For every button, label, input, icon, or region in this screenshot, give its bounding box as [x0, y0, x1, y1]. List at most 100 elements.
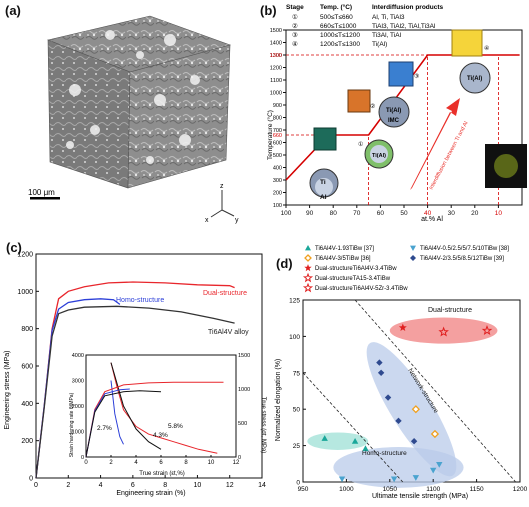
chart-legend: Ti6Al4V-1.93TiBw [37] Ti6Al4V-0.5/2.5/5/7…: [302, 245, 509, 293]
stage3-cube-image: [388, 61, 414, 87]
data-point-star: [304, 264, 312, 272]
table-temp-3: 1000≤T≤1200: [320, 32, 360, 39]
b-ytick-label: 700: [273, 128, 282, 134]
table-header-stage: Stage: [286, 4, 304, 11]
data-point-triangle-up: [362, 445, 369, 452]
d-xtick-label: 1150: [470, 486, 484, 493]
interdiffusion-arrow: [410, 98, 460, 190]
stage2-ti-al-label: Ti(Al): [372, 153, 386, 159]
d-xtick-label: 950: [298, 486, 309, 493]
table-products-3: Ti3Al, TiAl: [372, 32, 402, 39]
temperature-composition-chart: Stage Temp. (°C) Interdiffusion products…: [266, 3, 527, 223]
b-xtick-label: 80: [330, 210, 338, 217]
data-point-star-open: [302, 272, 314, 283]
panel-c-label: (c): [6, 240, 22, 255]
interdiffusion-text: Interdiffusion between Ti and Al: [428, 121, 469, 191]
scale-bar-label: 100 μm: [28, 188, 55, 197]
table-stage-4: ④: [292, 40, 298, 48]
stage-mark-3: ③: [414, 73, 419, 80]
data-point-diamond-open: [430, 429, 440, 439]
d-ytick-label: 75: [293, 370, 301, 377]
data-point-diamond: [384, 394, 392, 401]
inset-ytick-left-label: 4000: [72, 353, 84, 359]
c-xtick-label: 4: [99, 482, 103, 489]
inset-xtick-label: 10: [208, 460, 215, 466]
inset-xtick-label: 12: [233, 460, 240, 466]
legend-entry-label: Ti6Al4V-2/3.5/5/8.5/12TiBw [39]: [420, 256, 504, 262]
inset-ytick-right-label: 1500: [238, 353, 250, 359]
data-point-triangle-down: [338, 476, 346, 483]
stage-mark-4: ④: [484, 45, 489, 52]
d-xtick-label: 1100: [426, 486, 440, 493]
table-temp-1: 500≤T≤660: [320, 14, 353, 21]
d-ytick-label: 125: [289, 298, 300, 305]
d-ytick-label: 100: [289, 334, 300, 341]
table-products-1: Al, Ti, TiAl3: [372, 14, 405, 21]
inset-ytick-left-label: 0: [81, 455, 84, 461]
b-ytick-label: 800: [273, 116, 282, 122]
inset-xtick-label: 0: [84, 460, 88, 466]
c-xtick-label: 0: [34, 482, 38, 489]
d-xtick-label: 1050: [383, 486, 398, 493]
c-xtick-label: 14: [258, 482, 266, 489]
inset-annot-4-3: 4.3%: [153, 432, 168, 439]
c-xtick-label: 2: [66, 482, 70, 489]
stage-mark-2: ②: [370, 103, 375, 110]
b-ylabel: Temperature (°C): [266, 110, 274, 160]
data-point-star: [398, 323, 407, 331]
b-xtick-label: 70: [353, 210, 361, 217]
c-ytick-label: 200: [21, 438, 33, 445]
c-ytick-label: 600: [21, 364, 33, 371]
b-xtick-label: 90: [306, 210, 314, 217]
inset-ytick-right-label: 500: [238, 421, 247, 427]
stage4-sphere: [459, 62, 491, 94]
dual-structure-curve-label: Dual-structure: [203, 290, 247, 297]
b-ytick-label: 200: [273, 191, 282, 197]
legend-entry-label: Dual-structureTA15-3.4TiBw: [315, 276, 391, 282]
c-ylabel: Engineering stress (MPa): [4, 351, 11, 430]
b-ytick-label: 100: [273, 203, 282, 209]
inset-ylabel-left: Strain hardening rate θ(MPa): [69, 392, 75, 457]
data-point-triangle-up: [305, 245, 311, 251]
ti6al4v-curve-label: Ti6Al4V alloy: [208, 329, 249, 336]
data-point-diamond: [410, 255, 416, 261]
table-products-4: Ti(Al): [372, 41, 387, 48]
ti-label: Ti: [320, 179, 326, 186]
b-ytick-label: 600: [273, 141, 282, 147]
inset-ytick-left-label: 3000: [72, 379, 84, 385]
b-ytick-label: 500: [273, 153, 282, 159]
imc-label: IMC: [388, 118, 400, 124]
inset-hardening-curve: [110, 362, 162, 450]
panel-b-label: (b): [260, 3, 277, 18]
data-point-triangle-up: [351, 438, 359, 444]
inset-xlabel: True strain (εt,%): [139, 471, 184, 477]
b-xtick-label: 40: [424, 210, 432, 217]
inset-ytick-right-label: 1000: [238, 387, 250, 393]
inset-ytick-right-label: 0: [238, 455, 241, 461]
panel-d: (d) Ti6Al4V-1.93TiBw [37] Ti6Al4V-0.5/2.5…: [270, 240, 529, 502]
b-ytick-label: 900: [273, 103, 282, 109]
axis-letter-y: y: [235, 217, 239, 224]
b-xtick-label: 10: [495, 210, 503, 217]
region-teal: [307, 432, 369, 450]
dual-structure-region-label: Dual-structure: [428, 307, 472, 314]
table-temp-4: 1200≤T≤1300: [320, 41, 360, 48]
c-xtick-label: 8: [163, 482, 167, 489]
b-ytick-highlight-label: 660: [273, 133, 282, 139]
stage4-cube-image: [451, 29, 483, 57]
panel-a-label: (a): [5, 3, 21, 18]
table-stage-3: ③: [292, 31, 298, 39]
legend-entry-label: Dual-structureTi6Al4V-3.4TiBw: [315, 266, 397, 272]
c-ytick-label: 1000: [17, 289, 33, 296]
inset-annot-2-7: 2.7%: [97, 425, 112, 432]
legend-entry-label: Dual-structureTi6Al4V-5Zr-3.4TiBw: [315, 286, 408, 292]
inset-true-stress-curve: [85, 381, 224, 458]
stage2-core: [370, 145, 388, 163]
data-point-diamond-open: [411, 405, 420, 414]
b-ytick-highlight-label: 1300: [270, 53, 282, 59]
region-homo-structure: [333, 447, 464, 488]
b-xtick-label: 20: [471, 210, 479, 217]
c-ytick-label: 1200: [17, 252, 33, 259]
c-ytick-label: 0: [29, 476, 33, 483]
